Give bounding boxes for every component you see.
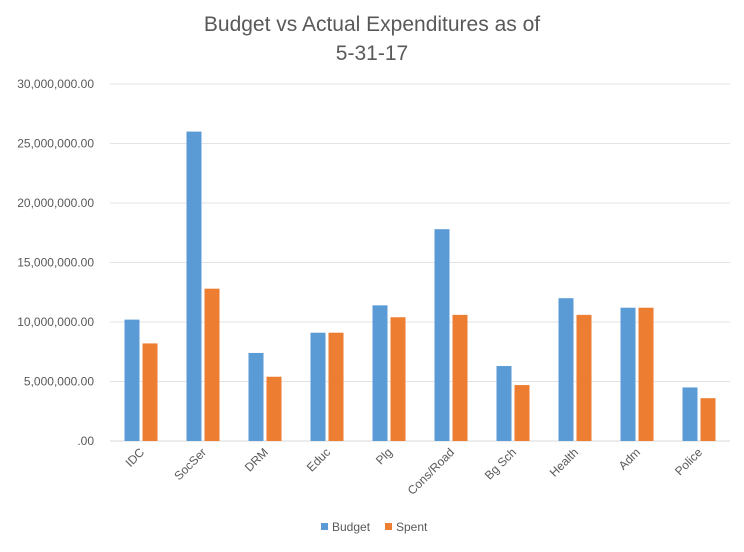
x-tick-label: SocSer (171, 445, 209, 483)
y-tick-label: 20,000,000.00 (17, 196, 94, 210)
chart-title-line2: 5-31-17 (335, 42, 409, 65)
x-tick-label: Plg (373, 445, 395, 467)
legend-swatch-budget (321, 523, 328, 530)
x-tick-label: Health (547, 445, 581, 479)
bar-budget (310, 332, 326, 441)
x-tick-label: DRM (242, 445, 271, 474)
bar-spent (266, 376, 282, 441)
bar-budget (248, 352, 264, 441)
bar-budget (124, 319, 140, 441)
x-tick-label: Educ (304, 445, 333, 474)
legend-label-budget: Budget (332, 520, 371, 534)
legend-swatch-spent (385, 523, 392, 530)
x-tick-label: Police (672, 445, 705, 478)
bar-spent (204, 288, 220, 441)
x-tick-label: Adm (616, 445, 643, 472)
bar-budget (372, 305, 388, 441)
bar-spent (514, 385, 530, 441)
chart-title: Budget vs Actual Expenditures as of 5-31… (0, 10, 744, 68)
bar-spent (142, 343, 158, 441)
bar-spent (576, 314, 592, 441)
chart-title-line1: Budget vs Actual Expenditures as of (203, 13, 541, 36)
y-tick-label: .00 (77, 434, 94, 448)
bar-budget (558, 298, 574, 441)
legend-label-spent: Spent (396, 520, 428, 534)
y-tick-label: 15,000,000.00 (17, 256, 94, 270)
y-tick-label: 10,000,000.00 (17, 315, 94, 329)
bar-budget (186, 131, 202, 441)
bar-budget (682, 387, 698, 441)
x-tick-label: Cons/Road (405, 445, 457, 497)
bar-spent (452, 314, 468, 441)
bar-budget (496, 366, 512, 441)
bar-spent (700, 398, 716, 441)
x-tick-label: Bg Sch (482, 445, 519, 482)
bar-spent (638, 307, 654, 441)
y-tick-label: 30,000,000.00 (17, 77, 94, 91)
x-tick-label: IDC (123, 445, 148, 470)
y-tick-label: 25,000,000.00 (17, 137, 94, 151)
bar-budget (434, 229, 450, 441)
bar-budget (620, 307, 636, 441)
y-tick-label: 5,000,000.00 (24, 375, 94, 389)
bar-spent (328, 332, 344, 441)
bar-spent (390, 317, 406, 441)
